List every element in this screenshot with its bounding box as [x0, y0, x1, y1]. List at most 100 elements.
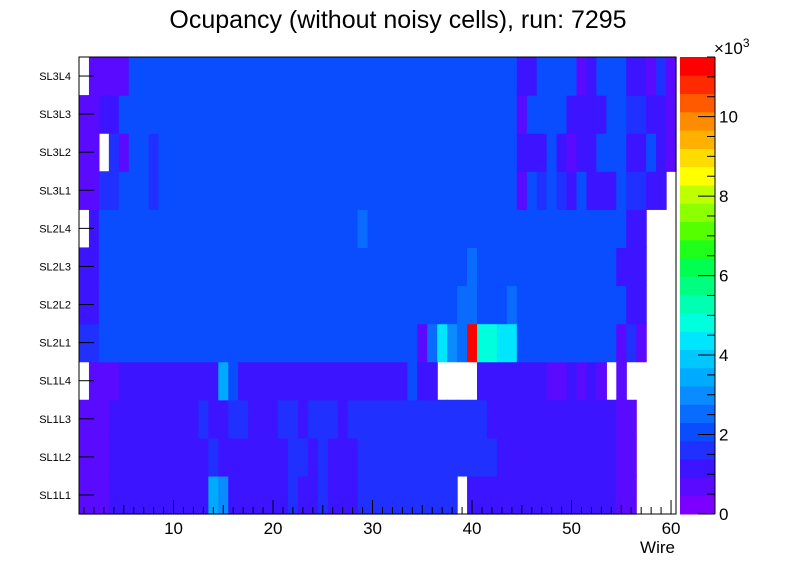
- heatmap-cell: [367, 475, 379, 515]
- heatmap-cell: [158, 475, 170, 515]
- heatmap-cell: [387, 475, 398, 515]
- heatmap-cell: [496, 399, 508, 439]
- color-scale-band: [680, 349, 715, 369]
- color-scale-tick-label: 0: [719, 505, 728, 524]
- heatmap-cell: [596, 133, 607, 172]
- color-scale-band: [680, 166, 715, 186]
- heatmap-cell: [506, 285, 518, 325]
- heatmap-cell: [467, 133, 478, 172]
- heatmap-cell: [397, 57, 408, 96]
- heatmap-cell: [367, 95, 379, 134]
- heatmap-cell: [337, 361, 349, 401]
- heatmap-cell: [437, 171, 448, 210]
- heatmap-cell: [287, 323, 299, 363]
- heatmap-cell: [417, 437, 428, 477]
- heatmap-cell: [228, 361, 239, 401]
- color-scale-band: [680, 184, 715, 204]
- heatmap-cell: [88, 475, 100, 515]
- heatmap-cell: [168, 57, 180, 96]
- heatmap-cell: [118, 437, 130, 477]
- heatmap-cell: [168, 95, 180, 134]
- heatmap-cell: [417, 57, 428, 96]
- heatmap-cell: [148, 57, 160, 96]
- heatmap-cell: [198, 133, 209, 172]
- heatmap-cell: [367, 57, 379, 96]
- heatmap-cell: [278, 95, 289, 134]
- heatmap-cell: [467, 209, 478, 249]
- heatmap-cell: [486, 437, 498, 477]
- x-tick-label: 40: [463, 519, 482, 538]
- color-scale-tick-label: 10: [719, 108, 738, 127]
- heatmap-cell: [576, 247, 588, 287]
- heatmap-cell: [287, 133, 299, 172]
- heatmap-cell: [337, 437, 349, 477]
- heatmap-cell: [327, 57, 339, 96]
- heatmap-cell: [477, 361, 488, 401]
- heatmap-cell: [347, 247, 359, 287]
- heatmap-cell: [317, 323, 329, 363]
- heatmap-cell: [526, 209, 538, 249]
- heatmap-cell: [626, 475, 637, 515]
- heatmap-cell: [268, 209, 279, 249]
- heatmap-cell: [178, 57, 190, 96]
- heatmap-cell: [108, 323, 120, 363]
- color-scale-tick-label: 2: [719, 426, 728, 445]
- heatmap-cell: [287, 475, 299, 515]
- heatmap-cell: [477, 247, 488, 287]
- heatmap-cell: [516, 361, 528, 401]
- heatmap-cell: [616, 361, 627, 401]
- heatmap-cell: [616, 57, 627, 96]
- heatmap-cell: [98, 437, 110, 477]
- heatmap-cell: [347, 361, 359, 401]
- heatmap-cell: [287, 209, 299, 249]
- heatmap-cell: [317, 57, 329, 96]
- heatmap-cell: [307, 323, 319, 363]
- heatmap-cell: [486, 399, 498, 439]
- heatmap-cell: [427, 133, 438, 172]
- heatmap-cell: [506, 95, 518, 134]
- heatmap-cell: [506, 437, 518, 477]
- heatmap-cell: [636, 95, 647, 134]
- heatmap-cell: [477, 133, 488, 172]
- heatmap-cell: [397, 209, 408, 249]
- heatmap-cell: [367, 247, 379, 287]
- heatmap-cell: [138, 57, 150, 96]
- heatmap-cell: [576, 323, 588, 363]
- heatmap-cell: [447, 57, 458, 96]
- heatmap-cell: [377, 399, 389, 439]
- heatmap-cell: [218, 95, 229, 134]
- heatmap-cell: [506, 475, 518, 515]
- y-tick-label: SL1L2: [39, 452, 71, 464]
- heatmap-cell: [278, 209, 289, 249]
- y-tick-label: SL2L4: [39, 223, 71, 235]
- heatmap-cell: [168, 171, 180, 210]
- y-tick-label: SL3L1: [39, 185, 71, 197]
- heatmap-cell: [158, 57, 170, 96]
- heatmap-cell: [128, 285, 140, 325]
- heatmap-cell: [88, 209, 100, 249]
- color-scale-band: [680, 276, 715, 296]
- heatmap-cell: [347, 133, 359, 172]
- heatmap-cell: [586, 285, 597, 325]
- heatmap-cell: [417, 361, 428, 401]
- heatmap-cell: [208, 95, 219, 134]
- x-tick-label: 50: [562, 519, 581, 538]
- heatmap-cell: [188, 437, 199, 477]
- heatmap-cell: [158, 95, 170, 134]
- heatmap-cell: [606, 209, 617, 249]
- heatmap-cell: [248, 475, 259, 515]
- heatmap-cell: [98, 323, 110, 363]
- heatmap-cell: [496, 285, 508, 325]
- heatmap-cell: [506, 209, 518, 249]
- heatmap-cell: [118, 133, 130, 172]
- heatmap-cell: [546, 399, 558, 439]
- heatmap-cell: [327, 95, 339, 134]
- heatmap-cell: [258, 323, 269, 363]
- color-scale-exponent-power: 3: [743, 36, 750, 50]
- heatmap-cell: [377, 285, 389, 325]
- heatmap-cell: [427, 399, 438, 439]
- heatmap-cell: [407, 57, 418, 96]
- heatmap-cell: [98, 399, 110, 439]
- heatmap-cell: [486, 361, 498, 401]
- heatmap-cell: [596, 285, 607, 325]
